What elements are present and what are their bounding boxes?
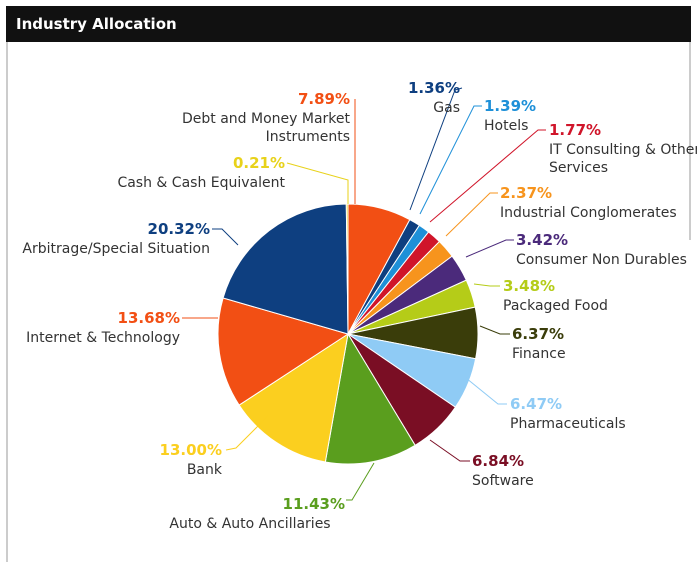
category-label: Packaged Food	[503, 298, 608, 314]
leader-line	[225, 415, 269, 451]
leader-line	[346, 462, 375, 501]
pie-slice	[238, 332, 349, 463]
category-label: Consumer Non Durables	[516, 252, 687, 268]
category-label: Software	[472, 473, 534, 489]
pie-slice	[324, 332, 416, 465]
leader-line	[409, 87, 463, 211]
value-label: 2.37%	[500, 184, 553, 202]
category-label: Industrial Conglomerates	[500, 205, 677, 221]
pie-slice	[222, 203, 349, 335]
value-label: 6.84%	[472, 452, 525, 470]
category-label: Pharmaceuticals	[510, 416, 626, 432]
category-label: Finance	[512, 346, 566, 362]
leader-line	[473, 283, 500, 287]
category-label: Cash & Cash Equivalent	[117, 175, 285, 191]
value-label: 7.89%	[297, 90, 350, 108]
value-label: 13.00%	[159, 441, 222, 459]
category-label: Auto & Auto Ancillaries	[169, 516, 331, 532]
category-label: Gas	[433, 100, 460, 116]
leader-line	[445, 192, 498, 237]
value-label: 0.21%	[232, 154, 285, 172]
value-label: 3.42%	[516, 231, 569, 249]
category-label: Arbitrage/Special Situation	[22, 241, 210, 257]
value-label: 13.68%	[117, 309, 180, 327]
leader-line	[479, 325, 510, 335]
category-label: Hotels	[484, 118, 529, 134]
leader-line	[465, 239, 514, 258]
value-label: 1.77%	[549, 121, 602, 139]
category-label: Internet & Technology	[26, 330, 180, 346]
value-label: 6.47%	[510, 395, 563, 413]
value-label: 3.48%	[503, 277, 556, 295]
category-label: Bank	[186, 462, 222, 478]
value-label: 20.32%	[147, 220, 210, 238]
category-label: IT Consulting & Other Services	[549, 142, 697, 176]
leader-line	[429, 129, 546, 223]
leader-line	[419, 105, 482, 215]
leader-line	[212, 228, 239, 246]
category-label: Debt and Money Market Instruments	[182, 111, 350, 145]
leader-line	[429, 439, 470, 462]
value-label: 6.37%	[512, 325, 565, 343]
leader-line	[286, 162, 349, 204]
chart-title: Industry Allocation	[6, 6, 691, 42]
value-label: 11.43%	[282, 495, 345, 513]
value-label: 1.39%	[484, 97, 537, 115]
leader-line	[465, 377, 507, 405]
value-label: 1.36%	[407, 79, 460, 97]
